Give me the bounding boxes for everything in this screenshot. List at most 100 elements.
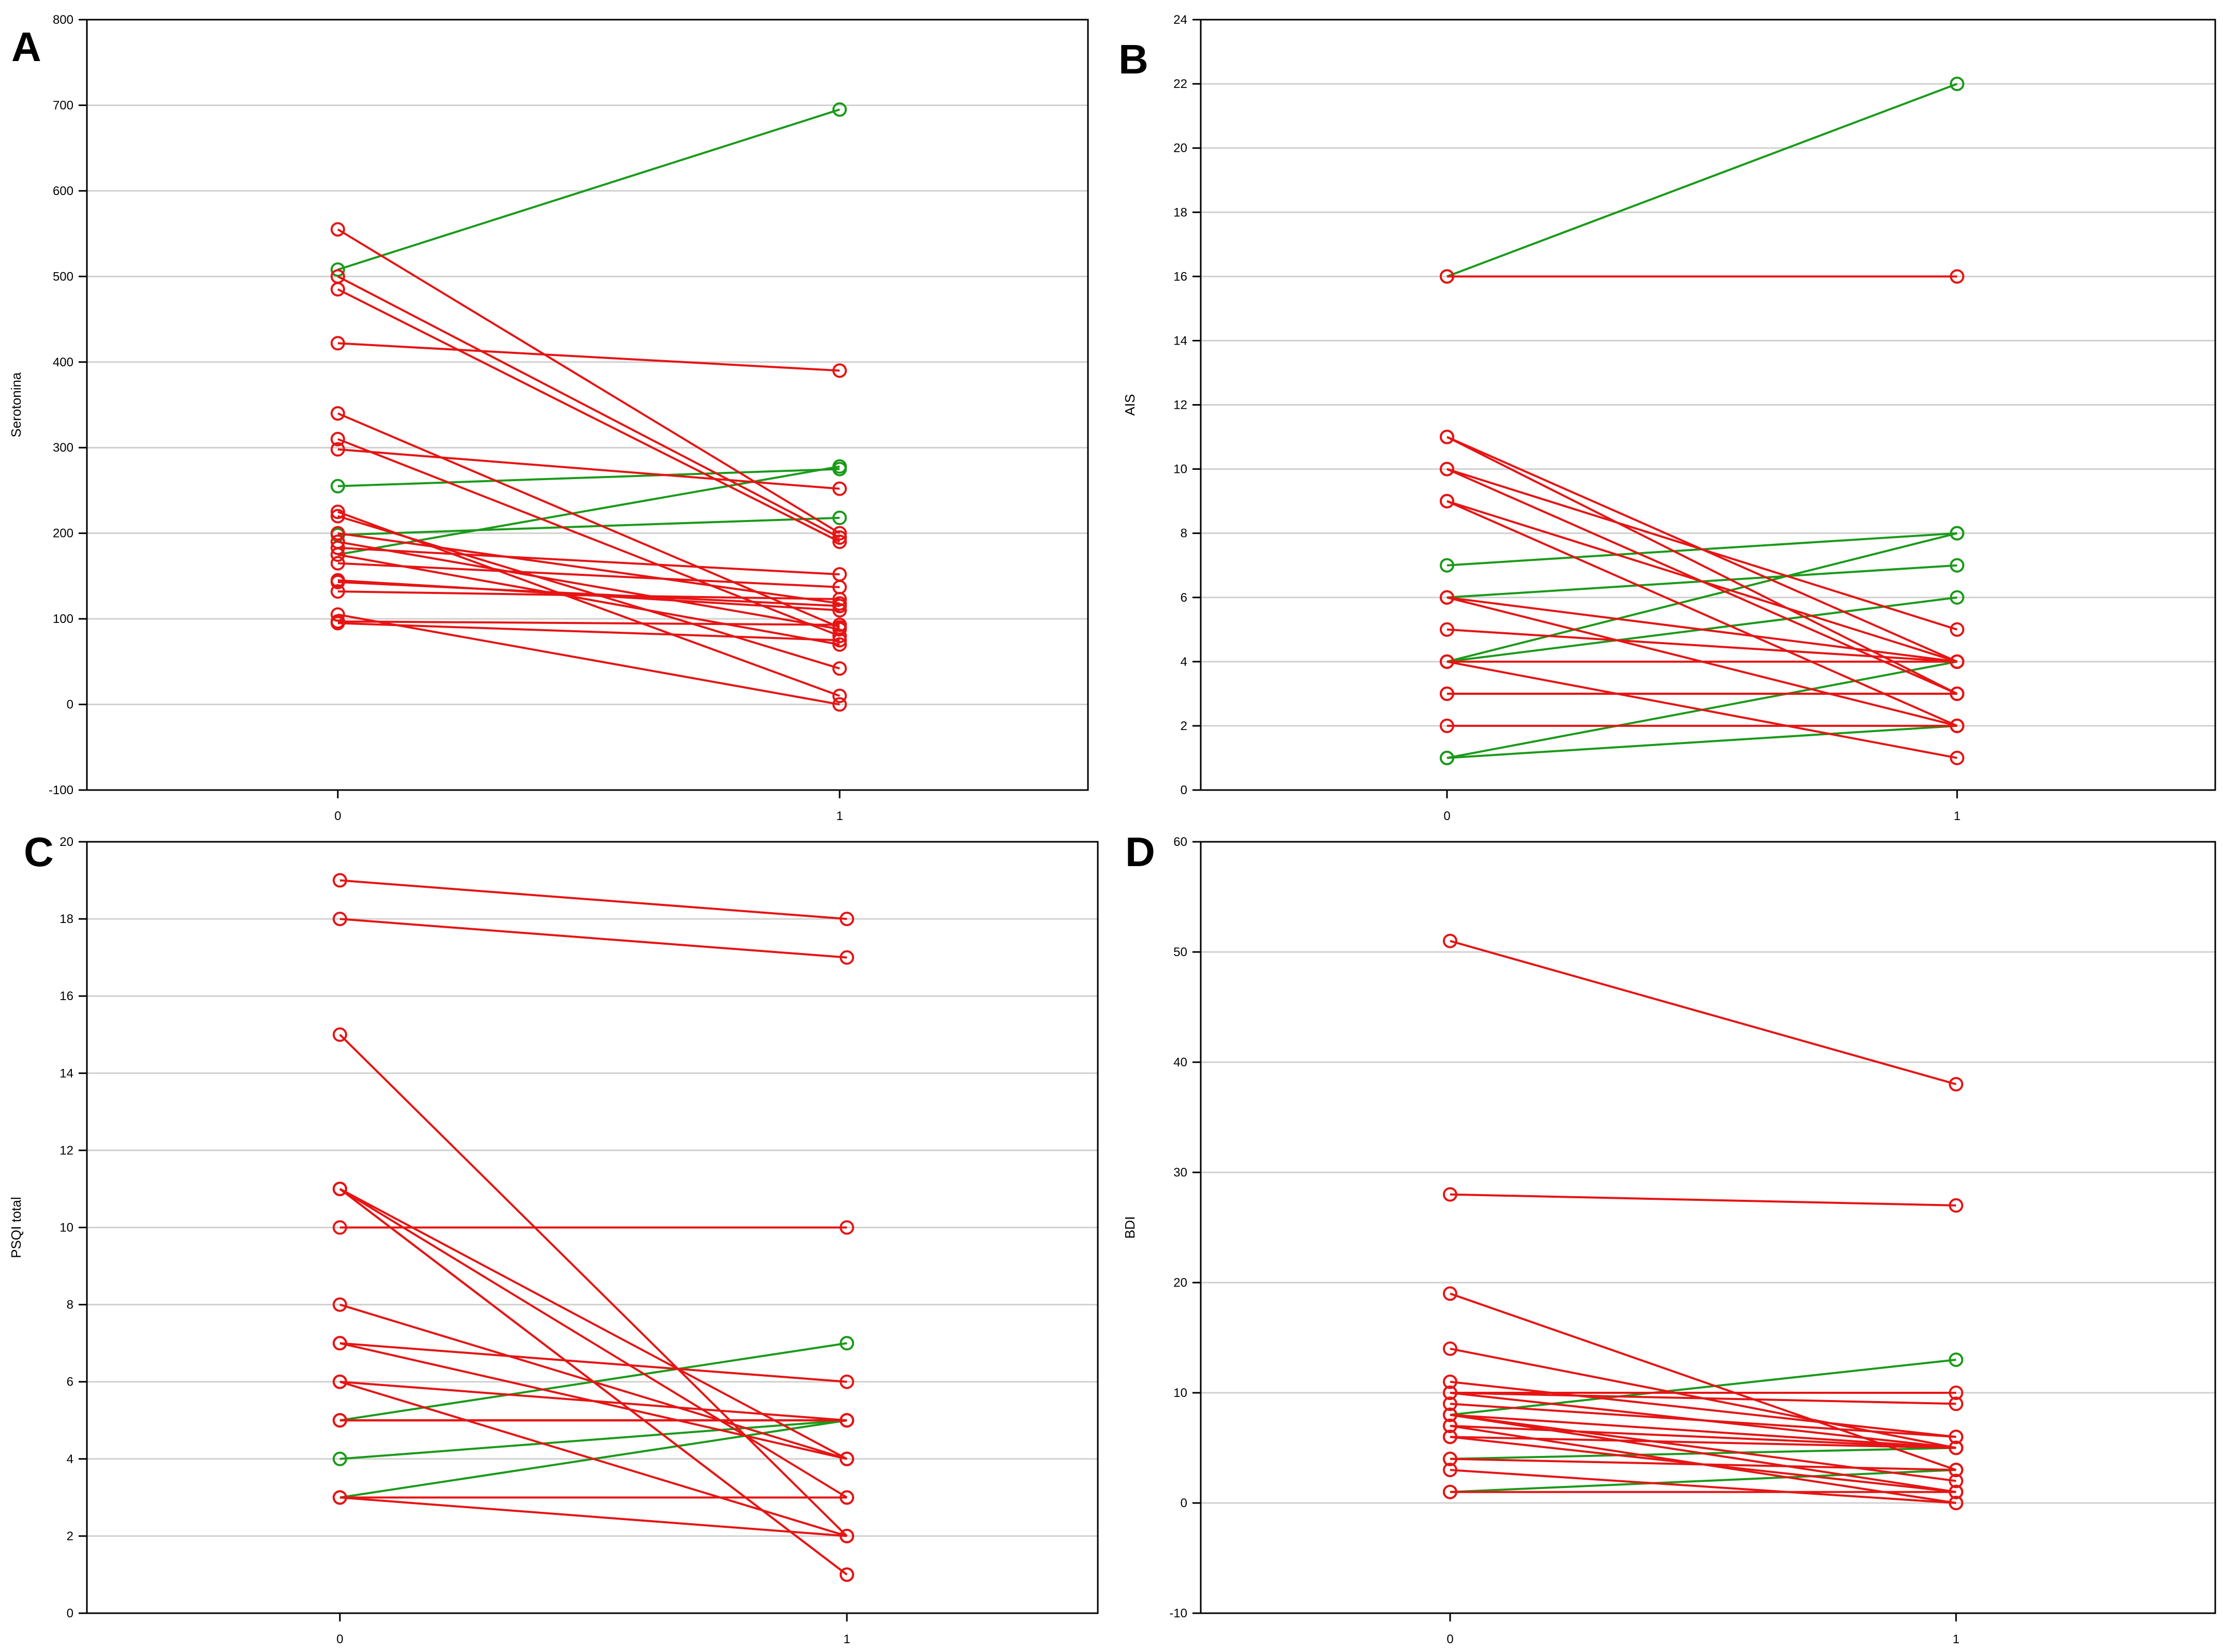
data-point xyxy=(1950,750,1964,765)
y-tick-label: -100 xyxy=(49,783,73,797)
y-tick-label: 2 xyxy=(1181,719,1187,733)
subject-series xyxy=(331,282,847,549)
series-line xyxy=(1446,500,1958,727)
data-point xyxy=(1949,1077,1963,1092)
series-line xyxy=(1450,1403,1957,1438)
data-point xyxy=(1443,1463,1457,1478)
series-line xyxy=(1446,468,1958,631)
data-point xyxy=(840,1336,854,1351)
data-point xyxy=(1443,1418,1457,1433)
data-point xyxy=(333,1451,347,1466)
series-line xyxy=(1450,1424,1957,1449)
data-point xyxy=(832,621,847,636)
data-point xyxy=(1440,654,1454,669)
y-axis-label: AIS xyxy=(1122,394,1138,416)
subject-series xyxy=(1440,654,1964,765)
data-point xyxy=(333,1336,347,1351)
y-tick-label: 16 xyxy=(59,989,73,1003)
series-line xyxy=(339,1342,847,1383)
y-tick-label: 4 xyxy=(1181,655,1187,669)
x-tick-label: 1 xyxy=(843,1632,850,1646)
y-axis-label: BDI xyxy=(1122,1216,1138,1239)
x-tick-label: 1 xyxy=(836,809,843,823)
series-line xyxy=(1450,1469,1957,1504)
series-line xyxy=(1446,83,1958,278)
series-line xyxy=(1450,1193,1957,1207)
data-point xyxy=(331,540,345,555)
subject-series xyxy=(331,574,847,614)
data-point xyxy=(832,629,847,644)
series-line xyxy=(1446,628,1958,663)
data-point xyxy=(840,1374,854,1389)
series-line xyxy=(339,1380,847,1422)
y-tick-label: 10 xyxy=(1173,463,1187,477)
subject-series xyxy=(333,912,854,965)
data-point xyxy=(1949,1474,1963,1489)
series-line xyxy=(1446,532,1958,663)
plot-frame xyxy=(86,19,1089,791)
y-tick-label: 400 xyxy=(53,355,73,369)
series-line xyxy=(1450,1413,1957,1482)
series-line xyxy=(1446,596,1958,663)
series-line xyxy=(337,622,840,642)
x-tick-label: 1 xyxy=(1952,1632,1959,1646)
data-point xyxy=(1949,1386,1963,1400)
subject-series xyxy=(333,1413,854,1428)
data-point xyxy=(331,479,345,494)
y-tick-label: -10 xyxy=(1169,1606,1187,1620)
data-point xyxy=(832,363,847,378)
data-point xyxy=(1950,526,1964,541)
data-point xyxy=(832,603,847,618)
series-line xyxy=(1450,1392,1957,1405)
chart-panel-c: 0 2 4 6 8 10 12 14 16 18 20 0 1 PSQI total C xyxy=(8,829,1099,1646)
y-tick-label: 0 xyxy=(67,1606,73,1620)
data-point xyxy=(832,689,847,704)
data-point xyxy=(840,1413,854,1428)
x-tick-label: 0 xyxy=(336,1632,343,1646)
y-tick-label: 12 xyxy=(1173,398,1187,412)
x-tick-label: 1 xyxy=(1953,809,1960,823)
subject-series xyxy=(333,1220,854,1235)
subject-series xyxy=(331,616,847,648)
data-point xyxy=(1949,1198,1963,1213)
data-point xyxy=(1443,1484,1457,1499)
y-tick-label: 800 xyxy=(53,13,73,27)
data-point xyxy=(1950,686,1964,701)
series-line xyxy=(337,275,840,539)
data-point xyxy=(1949,1463,1963,1478)
data-point xyxy=(331,547,345,562)
y-tick-label: 14 xyxy=(1173,334,1187,348)
data-point xyxy=(1950,590,1964,605)
subject-series xyxy=(1443,1187,1963,1213)
data-point xyxy=(331,336,345,351)
data-point xyxy=(1949,1396,1963,1411)
series-line xyxy=(337,108,840,271)
series-line xyxy=(339,1419,847,1460)
series-line xyxy=(1450,1292,1957,1471)
panel-letter: A xyxy=(11,24,41,70)
data-point xyxy=(1443,1386,1457,1400)
subject-series xyxy=(1440,686,1964,701)
data-point xyxy=(840,912,854,927)
subject-series xyxy=(331,556,847,594)
subject-series xyxy=(333,873,854,927)
data-point xyxy=(1950,77,1964,92)
series-line xyxy=(1450,1380,1957,1438)
y-tick-label: 100 xyxy=(53,612,73,626)
data-point xyxy=(1443,1286,1457,1301)
series-line xyxy=(1446,500,1958,663)
chart-panel-d: -10 0 10 20 30 40 50 60 0 1 BDI D xyxy=(1122,829,2216,1646)
series-line xyxy=(337,515,840,669)
series-line xyxy=(337,613,840,706)
data-point xyxy=(840,950,854,965)
series-line xyxy=(337,468,840,487)
y-tick-label: 0 xyxy=(1181,1496,1187,1510)
x-tick-label: 0 xyxy=(1443,809,1450,823)
y-tick-label: 50 xyxy=(1173,945,1187,959)
series-line xyxy=(339,1188,848,1499)
series-line xyxy=(1450,1457,1957,1471)
data-point xyxy=(331,406,345,421)
data-point xyxy=(832,592,847,607)
